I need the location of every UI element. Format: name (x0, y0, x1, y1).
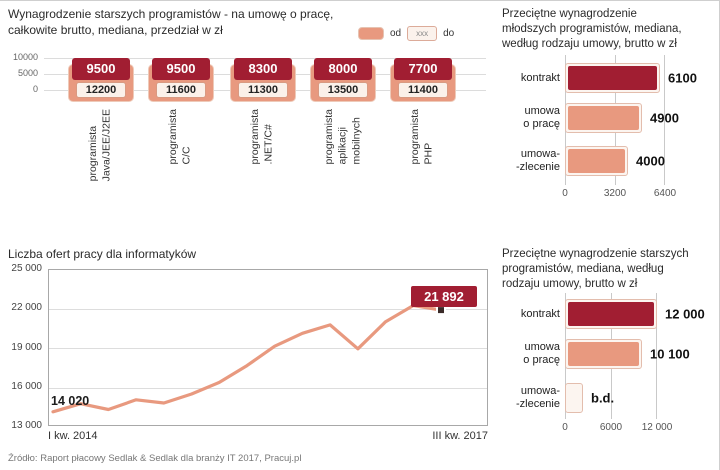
bar-fill (568, 302, 654, 326)
title-line: młodszych programistów, mediana, (502, 23, 682, 36)
junior-salary-title: Przeciętne wynagrodzenie młodszych progr… (502, 7, 717, 53)
category-label: programista .NET/C# (249, 109, 275, 165)
row-label: umowa- -zlecenie (515, 385, 560, 410)
bar-umowa-o-prace (565, 103, 642, 133)
row-value: 4000 (636, 153, 665, 169)
bar-fill (568, 66, 657, 90)
do-swatch: xxx (407, 26, 438, 41)
x-axis-tick: 3200 (603, 188, 627, 199)
bar-fill (568, 106, 639, 130)
title-line: Przeciętne wynagrodzenie starszych (502, 248, 689, 260)
row-value: b.d. (591, 390, 615, 406)
row-value: 6100 (668, 70, 697, 86)
x-axis-tick: 12 000 (641, 422, 673, 433)
do-value-box: 11300 (238, 82, 288, 98)
x-axis-first-label: I kw. 2014 (48, 430, 98, 442)
do-label: do (443, 28, 455, 39)
y-axis-tick: 13 000 (11, 420, 42, 431)
range-legend: od xxx do (358, 26, 454, 41)
bar-kontrakt (565, 63, 660, 93)
bar-row-umowa-o-prace: umowa o pracę 4900 (500, 103, 720, 133)
bar-fill (568, 342, 639, 366)
bar-group-mobile: 8000 13500 programista aplikacji mobilny… (310, 58, 376, 164)
row-label: umowa o pracę (523, 105, 560, 130)
row-label: kontrakt (520, 307, 560, 320)
title-line: rodzaju umowy, brutto w zł (502, 278, 638, 291)
category-label: programista C/C (167, 109, 193, 165)
start-value-label: 14 020 (51, 394, 90, 408)
bar-fill (568, 386, 580, 410)
title-line: Przeciętne wynagrodzenie (502, 8, 637, 20)
category-label: programista Java/JEE/J2EE (87, 109, 113, 182)
do-value-box: 12200 (76, 82, 126, 98)
row-label: umowa o pracę (523, 341, 560, 366)
y-axis-tick: 0 (32, 84, 38, 94)
od-value-badge: 8000 (314, 58, 372, 80)
od-label: od (390, 28, 402, 39)
y-axis-tick: 19 000 (11, 342, 42, 353)
bar-row-umowa-o-prace: umowa o pracę 10 100 (500, 339, 720, 369)
title-line: Wynagrodzenie starszych programistów - n… (8, 7, 334, 21)
row-value: 10 100 (650, 346, 690, 362)
do-value-box: 11600 (156, 82, 206, 98)
row-value: 4900 (650, 110, 679, 126)
gridline (49, 348, 487, 349)
bar-umowa-o-prace (565, 339, 642, 369)
bar-umowa-zlecenie-empty (565, 383, 583, 413)
bar-group-java: 9500 12200 programista Java/JEE/J2EE (68, 58, 134, 181)
source-note: Źródło: Raport płacowy Sedlak & Sedlak d… (8, 453, 302, 464)
row-value: 12 000 (665, 306, 705, 322)
gridline (49, 388, 487, 389)
gridline (49, 309, 487, 310)
y-axis-tick: 25 000 (11, 263, 42, 274)
od-value-badge: 9500 (72, 58, 130, 80)
bar-row-kontrakt: kontrakt 6100 (500, 63, 720, 93)
row-label: kontrakt (520, 71, 560, 84)
x-axis-tick: 0 (562, 422, 568, 433)
end-marker (436, 305, 446, 316)
title-line: według rodzaju umowy, brutto w zł (502, 38, 677, 51)
job-offers-title: Liczba ofert pracy dla informatyków (8, 247, 197, 261)
bar-fill (568, 149, 625, 173)
title-line: programistów, mediana, według (502, 263, 664, 276)
bar-umowa-zlecenie (565, 146, 628, 176)
category-label: programista PHP (409, 109, 435, 165)
x-axis-last-label: III kw. 2017 (432, 430, 488, 442)
bar-row-umowa-zlecenie: umowa- -zlecenie b.d. (500, 383, 720, 413)
y-axis-tick: 22 000 (11, 302, 42, 313)
end-value-badge: 21 892 (411, 286, 477, 307)
bar-group-c: 9500 11600 programista C/C (148, 58, 214, 164)
row-label: umowa- -zlecenie (515, 148, 560, 173)
od-value-badge: 8300 (234, 58, 292, 80)
title-line: całkowite brutto, mediana, przedział w z… (8, 22, 223, 37)
x-axis-tick: 6400 (653, 188, 677, 199)
x-axis-tick: 0 (562, 188, 568, 199)
category-label: programista aplikacji mobilnych (322, 109, 362, 165)
od-swatch (358, 27, 384, 40)
line-chart-plot-area: 14 020 21 892 (48, 269, 488, 426)
x-axis-tick: 6000 (599, 422, 623, 433)
senior-salary-by-contract-title: Przeciętne wynagrodzenie starszych progr… (502, 247, 717, 293)
y-axis-tick: 10000 (12, 52, 38, 62)
do-value-box: 11400 (398, 82, 448, 98)
bar-group-php: 7700 11400 programista PHP (390, 58, 456, 164)
bar-kontrakt (565, 299, 657, 329)
y-axis-tick: 5000 (17, 68, 38, 78)
y-axis-tick: 16 000 (11, 381, 42, 392)
bar-row-kontrakt: kontrakt 12 000 (500, 299, 720, 329)
od-value-badge: 9500 (152, 58, 210, 80)
od-value-badge: 7700 (394, 58, 452, 80)
do-value-box: 13500 (318, 82, 368, 98)
senior-salary-by-role-title: Wynagrodzenie starszych programistów - n… (8, 7, 378, 39)
offers-line (51, 303, 443, 414)
bar-group-dotnet: 8300 11300 programista .NET/C# (230, 58, 296, 164)
bar-row-umowa-zlecenie: umowa- -zlecenie 4000 (500, 146, 720, 176)
